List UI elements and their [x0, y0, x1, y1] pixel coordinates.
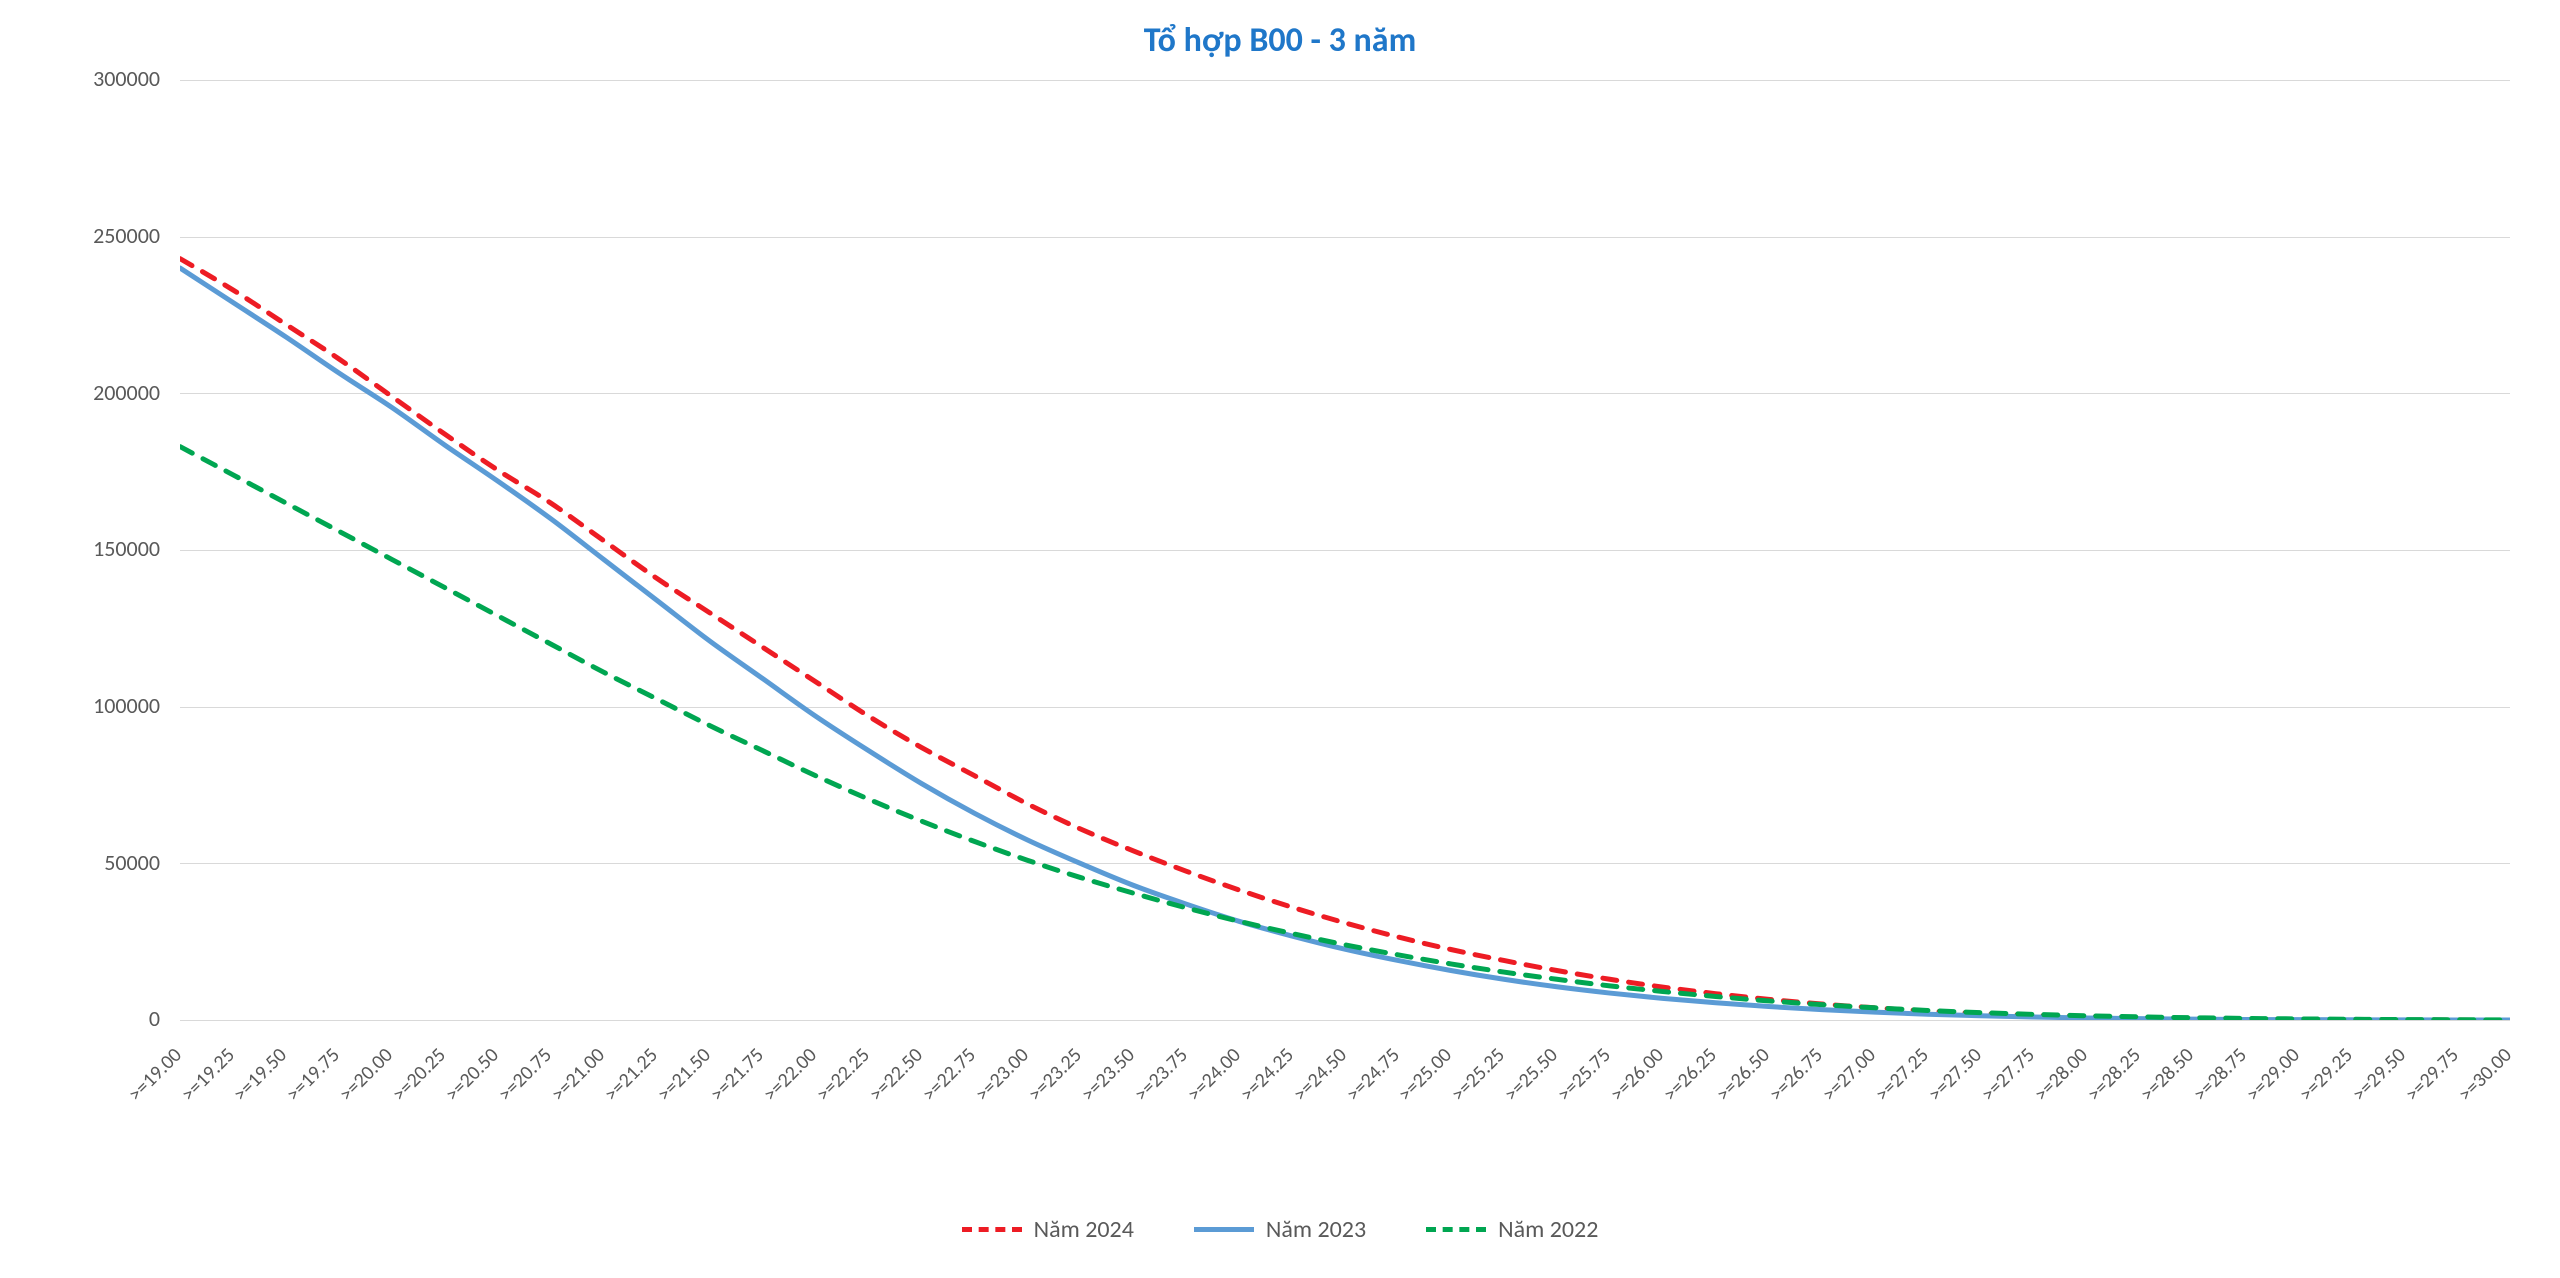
y-tick-label: 100000 — [0, 692, 160, 719]
x-tick-label: >=25.25 — [1447, 1044, 1510, 1107]
x-tick-label: >=20.75 — [494, 1044, 557, 1107]
x-tick-label: >=28.25 — [2082, 1044, 2145, 1107]
legend-swatch — [1194, 1227, 1254, 1232]
x-tick-label: >=19.00 — [123, 1044, 186, 1107]
x-tick-label: >=26.00 — [1606, 1044, 1669, 1107]
x-tick-label: >=26.75 — [1765, 1044, 1828, 1107]
x-tick-label: >=21.25 — [600, 1044, 663, 1107]
x-tick-label: >=23.75 — [1129, 1044, 1192, 1107]
x-tick-label: >=30.00 — [2453, 1044, 2516, 1107]
y-tick-label: 200000 — [0, 379, 160, 406]
plot-area — [180, 80, 2510, 1020]
x-tick-label: >=29.50 — [2347, 1044, 2410, 1107]
legend-item: Năm 2024 — [962, 1215, 1134, 1244]
x-tick-label: >=20.25 — [388, 1044, 451, 1107]
x-tick-label: >=19.25 — [176, 1044, 239, 1107]
x-tick-label: >=24.75 — [1341, 1044, 1404, 1107]
x-tick-label: >=26.25 — [1659, 1044, 1722, 1107]
legend-label: Năm 2024 — [1034, 1215, 1134, 1244]
x-tick-label: >=20.00 — [335, 1044, 398, 1107]
x-tick-label: >=20.50 — [441, 1044, 504, 1107]
y-tick-label: 50000 — [0, 849, 160, 876]
x-tick-label: >=23.25 — [1023, 1044, 1086, 1107]
x-tick-label: >=27.00 — [1818, 1044, 1881, 1107]
x-tick-label: >=26.50 — [1712, 1044, 1775, 1107]
legend-swatch — [962, 1227, 1022, 1232]
x-tick-label: >=21.75 — [706, 1044, 769, 1107]
series-line — [180, 259, 2510, 1020]
x-tick-label: >=21.50 — [653, 1044, 716, 1107]
legend-item: Năm 2022 — [1426, 1215, 1598, 1244]
series-line — [180, 447, 2510, 1020]
x-tick-label: >=25.50 — [1500, 1044, 1563, 1107]
x-tick-label: >=27.50 — [1924, 1044, 1987, 1107]
x-tick-label: >=22.00 — [759, 1044, 822, 1107]
x-tick-label: >=27.75 — [1976, 1044, 2039, 1107]
legend: Năm 2024 Năm 2023 Năm 2022 — [0, 1215, 2560, 1244]
x-tick-label: >=24.50 — [1288, 1044, 1351, 1107]
x-tick-label: >=25.75 — [1553, 1044, 1616, 1107]
x-tick-label: >=25.00 — [1394, 1044, 1457, 1107]
x-tick-label: >=29.25 — [2294, 1044, 2357, 1107]
legend-label: Năm 2022 — [1498, 1215, 1598, 1244]
x-tick-label: >=21.00 — [547, 1044, 610, 1107]
legend-item: Năm 2023 — [1194, 1215, 1366, 1244]
x-tick-label: >=22.75 — [917, 1044, 980, 1107]
legend-label: Năm 2023 — [1266, 1215, 1366, 1244]
series-line — [180, 268, 2510, 1020]
x-tick-label: >=28.50 — [2135, 1044, 2198, 1107]
x-tick-label: >=22.25 — [811, 1044, 874, 1107]
x-tick-label: >=29.75 — [2400, 1044, 2463, 1107]
y-tick-label: 250000 — [0, 222, 160, 249]
x-tick-label: >=24.25 — [1235, 1044, 1298, 1107]
x-tick-label: >=22.50 — [864, 1044, 927, 1107]
y-tick-label: 300000 — [0, 65, 160, 92]
x-tick-label: >=19.75 — [282, 1044, 345, 1107]
x-tick-label: >=24.00 — [1182, 1044, 1245, 1107]
x-tick-label: >=28.75 — [2188, 1044, 2251, 1107]
gridline — [180, 1020, 2510, 1021]
x-tick-label: >=19.50 — [229, 1044, 292, 1107]
x-tick-label: >=23.50 — [1076, 1044, 1139, 1107]
legend-swatch — [1426, 1227, 1486, 1232]
chart-container: Tổ hợp B00 - 3 năm 0 50000 100000 150000 200… — [0, 0, 2560, 1278]
x-tick-label: >=23.00 — [970, 1044, 1033, 1107]
y-tick-label: 150000 — [0, 535, 160, 562]
y-tick-label: 0 — [0, 1005, 160, 1032]
plot-svg — [180, 80, 2510, 1020]
chart-title: Tổ hợp B00 - 3 năm — [0, 20, 2560, 61]
x-tick-label: >=28.00 — [2029, 1044, 2092, 1107]
x-tick-label: >=29.00 — [2241, 1044, 2304, 1107]
x-tick-label: >=27.25 — [1871, 1044, 1934, 1107]
